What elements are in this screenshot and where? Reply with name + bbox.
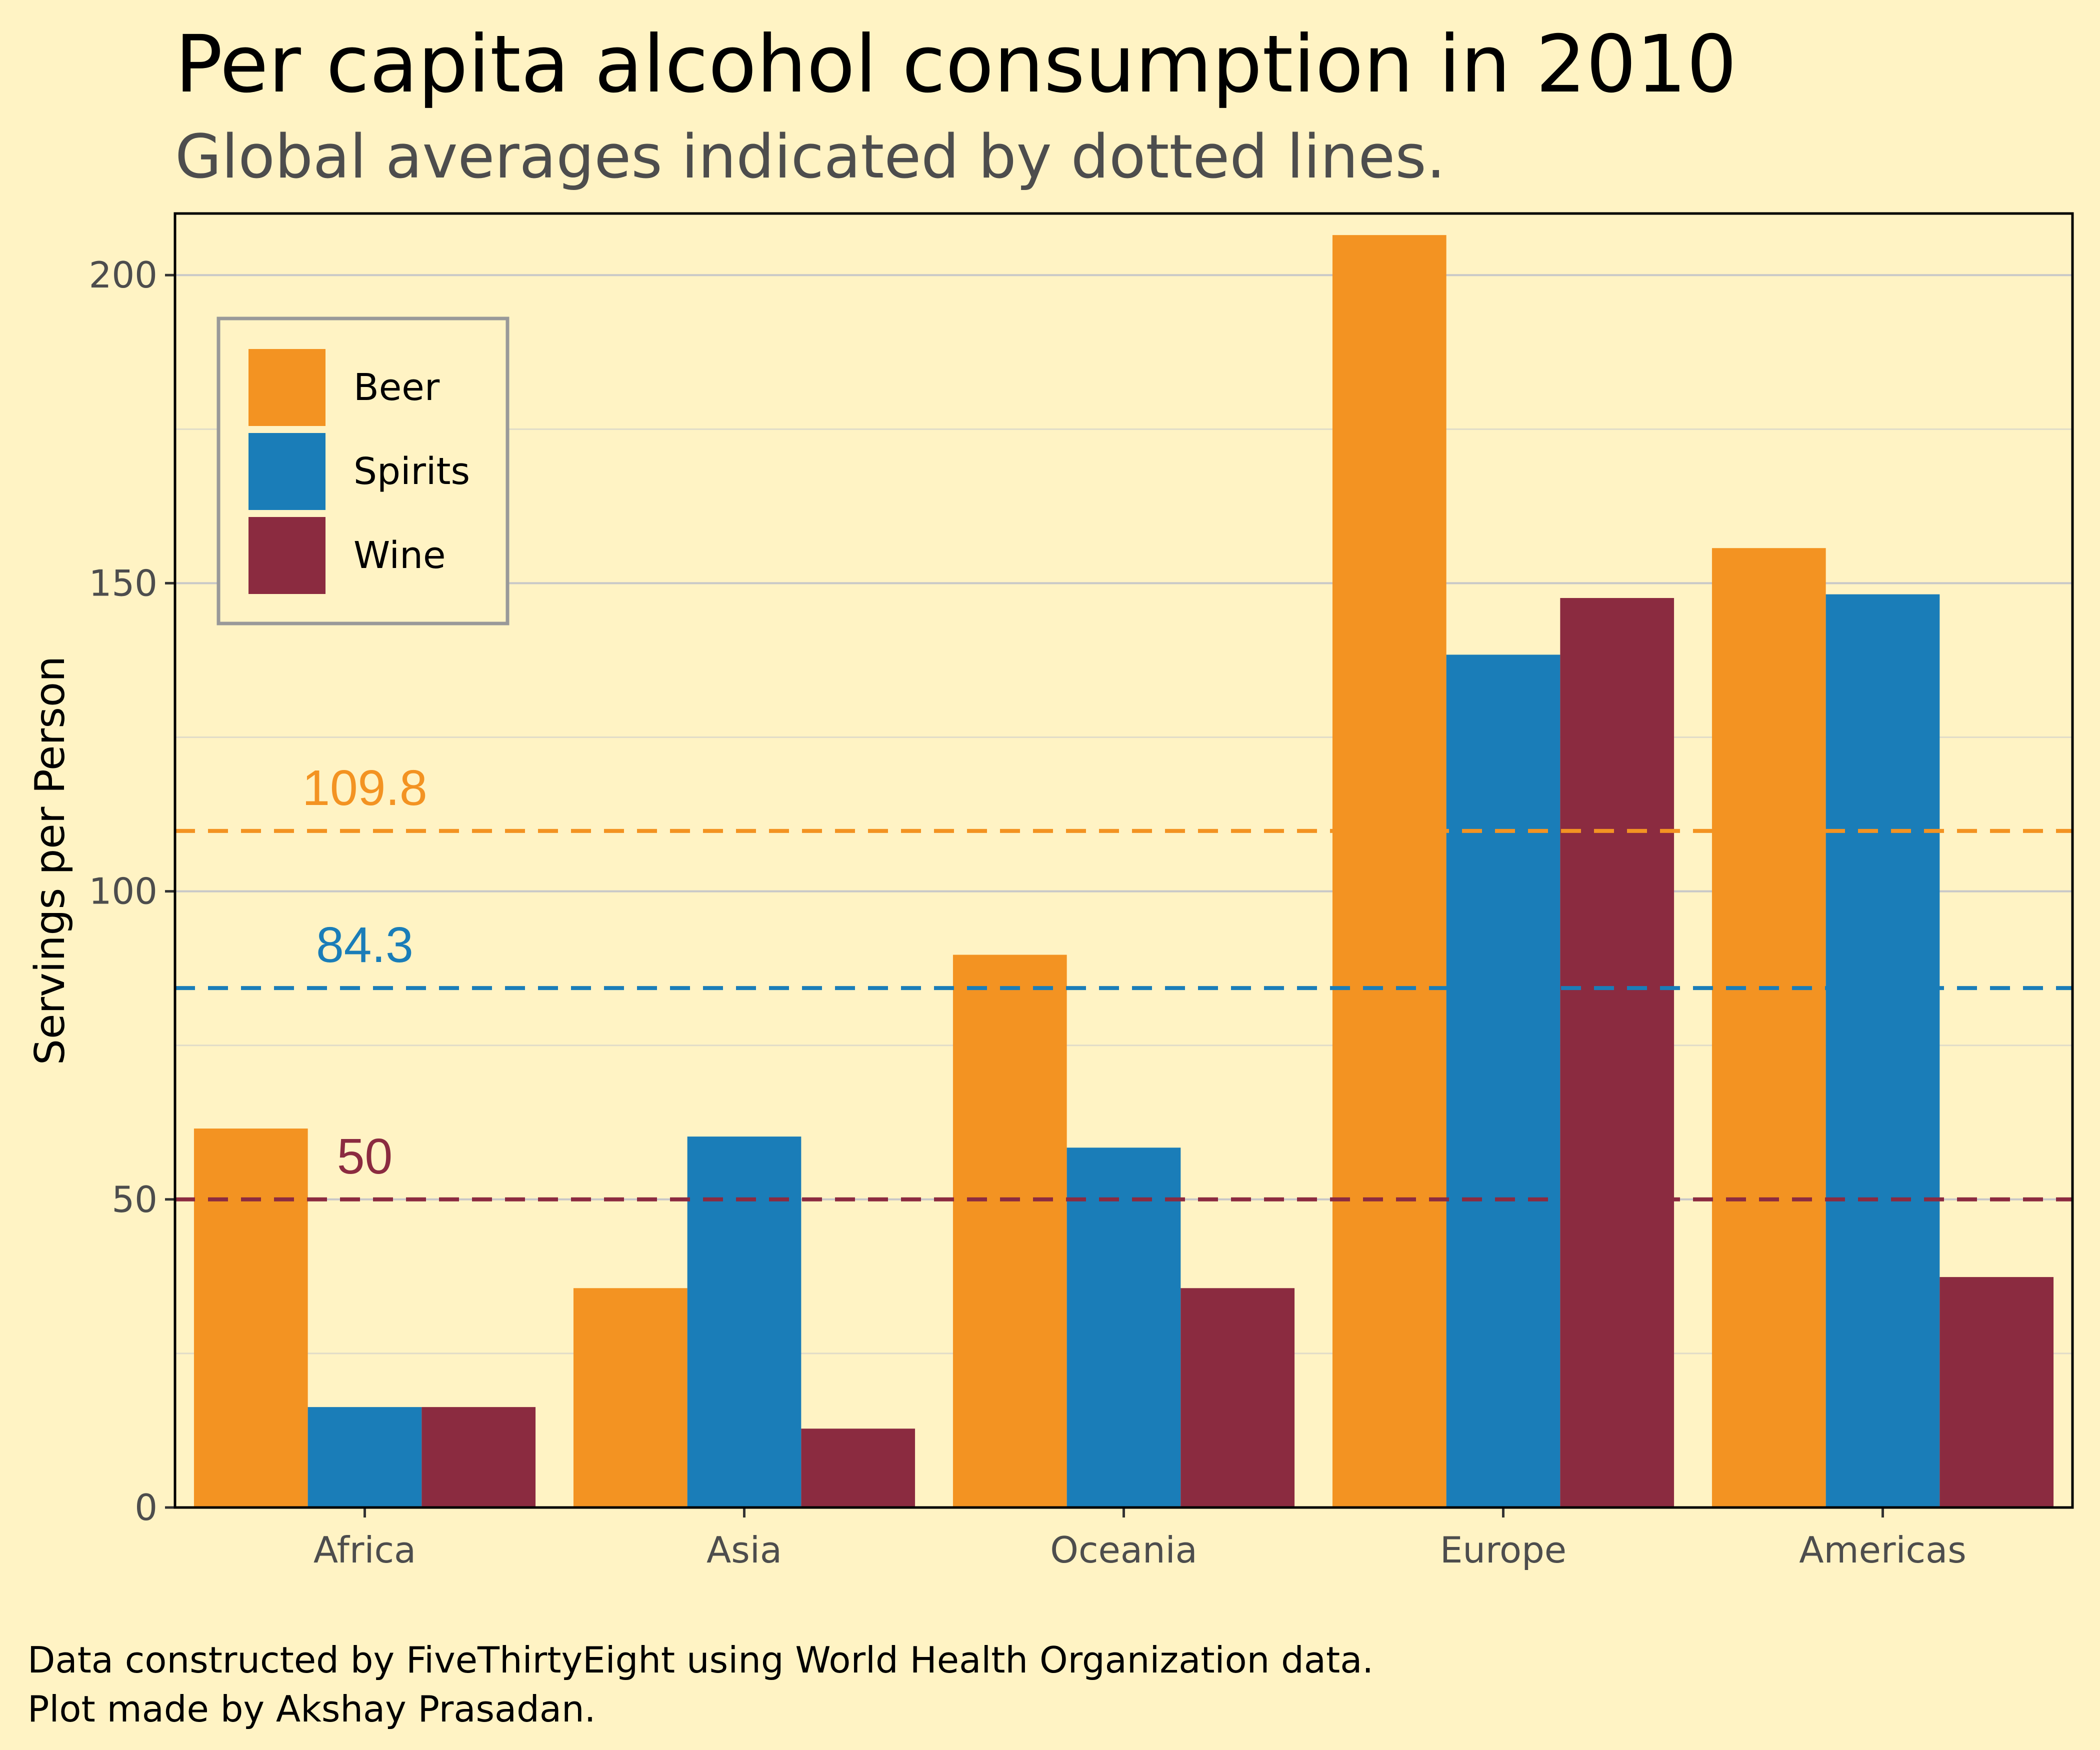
x-tick-label: Oceania [1050,1529,1197,1571]
bar-spirits-africa [308,1407,422,1508]
x-tick-label: Africa [314,1529,416,1571]
reference-line-label: 84.3 [316,917,414,973]
y-axis-label: Servings per Person [26,656,74,1065]
bars [194,235,2054,1508]
bar-beer-americas [1712,548,1826,1508]
axes: 0 50 100 150 200 Africa Asia Oceania Europe Ameri… [89,254,1966,1571]
y-tick-label: 200 [89,254,158,296]
y-tick-label: 100 [89,870,158,912]
bar-wine-oceania [1180,1288,1295,1508]
bar-beer-asia [573,1288,688,1508]
x-tick-label: Europe [1440,1529,1566,1571]
plot-frame [174,212,2074,1509]
chart-title: Per capita alcohol consumption in 2010 [175,18,1737,110]
legend: Beer Spirits Wine [216,316,510,626]
y-tick-label: 0 [134,1486,158,1528]
bar-spirits-oceania [1066,1148,1181,1508]
bar-spirits-americas [1826,594,1940,1508]
legend-label-beer: Beer [354,366,440,409]
bar-beer-oceania [952,954,1067,1508]
bar-beer-africa [194,1128,308,1508]
bar-wine-africa [422,1407,536,1508]
bar-spirits-europe [1446,654,1560,1508]
reference-line-label: 109.8 [302,760,427,816]
legend-label-wine: Wine [354,534,446,577]
bar-wine-asia [801,1428,916,1508]
bar-wine-americas [1940,1277,2054,1508]
caption-line-1: Data constructed by FiveThirtyEight usin… [28,1639,1374,1681]
x-tick-label: Asia [706,1529,782,1571]
legend-swatch-wine [248,517,326,594]
y-tick-label: 150 [89,562,158,604]
caption-line-2: Plot made by Akshay Prasadan. [28,1688,596,1730]
reference-lines: 109.8 84.3 50 [175,760,2072,1202]
y-tick-label: 50 [112,1178,158,1220]
bar-beer-europe [1332,235,1446,1508]
x-tick-label: Americas [1799,1529,1966,1571]
reference-line-label: 50 [337,1128,392,1184]
bar-spirits-asia [687,1136,802,1508]
legend-label-spirits: Spirits [354,450,470,493]
legend-swatch-spirits [248,433,326,510]
chart-subtitle: Global averages indicated by dotted line… [175,122,1446,192]
bar-wine-europe [1560,598,1674,1508]
legend-swatch-beer [248,349,326,426]
